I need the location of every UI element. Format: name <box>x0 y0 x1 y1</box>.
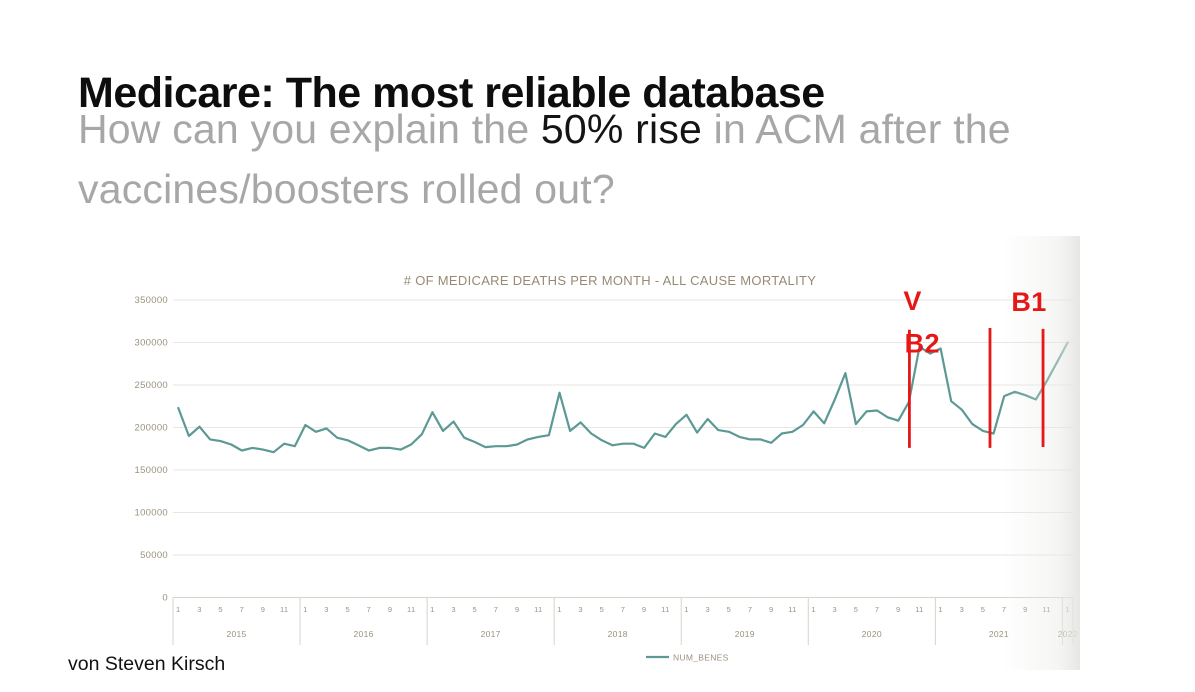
svg-text:5: 5 <box>600 605 604 614</box>
svg-text:11: 11 <box>661 605 669 614</box>
svg-text:3: 3 <box>324 605 328 614</box>
svg-text:0: 0 <box>162 593 168 604</box>
subtitle-line-2: vaccines/boosters rolled out? <box>78 166 615 212</box>
svg-text:1: 1 <box>430 605 434 614</box>
svg-text:3: 3 <box>578 605 582 614</box>
svg-text:7: 7 <box>621 605 625 614</box>
subtitle-gray-text: How can you explain the <box>78 106 541 152</box>
svg-text:50000: 50000 <box>140 550 168 561</box>
svg-text:200000: 200000 <box>134 423 168 434</box>
svg-text:9: 9 <box>642 605 646 614</box>
svg-text:3: 3 <box>197 605 201 614</box>
svg-text:3: 3 <box>960 605 964 614</box>
svg-text:5: 5 <box>981 605 985 614</box>
mortality-line-chart: 0 50000 100000 150000 200000 250000 300000 3500… <box>134 236 1080 670</box>
svg-text:2015: 2015 <box>226 629 246 639</box>
svg-text:7: 7 <box>494 605 498 614</box>
svg-text:B1: B1 <box>1011 287 1046 317</box>
svg-text:9: 9 <box>896 605 900 614</box>
svg-text:11: 11 <box>788 605 796 614</box>
svg-text:5: 5 <box>854 605 858 614</box>
svg-text:1: 1 <box>938 605 942 614</box>
svg-text:150000: 150000 <box>134 465 168 476</box>
svg-text:100000: 100000 <box>134 508 168 519</box>
svg-text:3: 3 <box>833 605 837 614</box>
svg-text:11: 11 <box>407 605 415 614</box>
svg-text:5: 5 <box>473 605 477 614</box>
svg-text:9: 9 <box>515 605 519 614</box>
subtitle-gray-text-2: in ACM after the <box>702 106 1011 152</box>
svg-text:5: 5 <box>345 605 349 614</box>
svg-text:350000: 350000 <box>134 295 168 306</box>
svg-text:B2: B2 <box>905 329 940 359</box>
svg-text:9: 9 <box>261 605 265 614</box>
svg-text:1: 1 <box>303 605 307 614</box>
slide-title: Medicare: The most reliable database <box>78 68 825 117</box>
svg-text:NUM_BENES: NUM_BENES <box>673 653 729 663</box>
svg-text:2017: 2017 <box>481 629 501 639</box>
svg-text:9: 9 <box>388 605 392 614</box>
svg-text:3: 3 <box>451 605 455 614</box>
svg-text:11: 11 <box>280 605 288 614</box>
svg-text:1: 1 <box>557 605 561 614</box>
svg-text:2016: 2016 <box>354 629 374 639</box>
slide-subtitle: How can you explain the 50% rise in ACM … <box>78 99 1011 219</box>
svg-text:3: 3 <box>705 605 709 614</box>
svg-text:2019: 2019 <box>735 629 755 639</box>
svg-text:11: 11 <box>915 605 923 614</box>
svg-text:11: 11 <box>534 605 542 614</box>
svg-text:250000: 250000 <box>134 380 168 391</box>
svg-text:300000: 300000 <box>134 338 168 349</box>
svg-text:1: 1 <box>176 605 180 614</box>
subtitle-line-1: How can you explain the 50% rise in ACM … <box>78 99 1011 159</box>
svg-text:V: V <box>903 286 921 316</box>
svg-text:7: 7 <box>240 605 244 614</box>
svg-text:7: 7 <box>367 605 371 614</box>
svg-text:2020: 2020 <box>862 629 882 639</box>
svg-text:7: 7 <box>875 605 879 614</box>
svg-text:5: 5 <box>727 605 731 614</box>
svg-text:1: 1 <box>684 605 688 614</box>
svg-text:2021: 2021 <box>989 629 1009 639</box>
svg-text:1: 1 <box>811 605 815 614</box>
svg-text:7: 7 <box>748 605 752 614</box>
medicare-deaths-chart: 0 50000 100000 150000 200000 250000 300000 3500… <box>130 233 1080 673</box>
svg-text:5: 5 <box>218 605 222 614</box>
subtitle-highlight-text: 50% rise <box>540 106 703 152</box>
svg-text:2018: 2018 <box>608 629 628 639</box>
svg-text:9: 9 <box>769 605 773 614</box>
svg-text:# OF MEDICARE DEATHS PER MONTH: # OF MEDICARE DEATHS PER MONTH - ALL CAU… <box>404 273 816 288</box>
attribution: von Steven Kirsch <box>68 653 226 675</box>
